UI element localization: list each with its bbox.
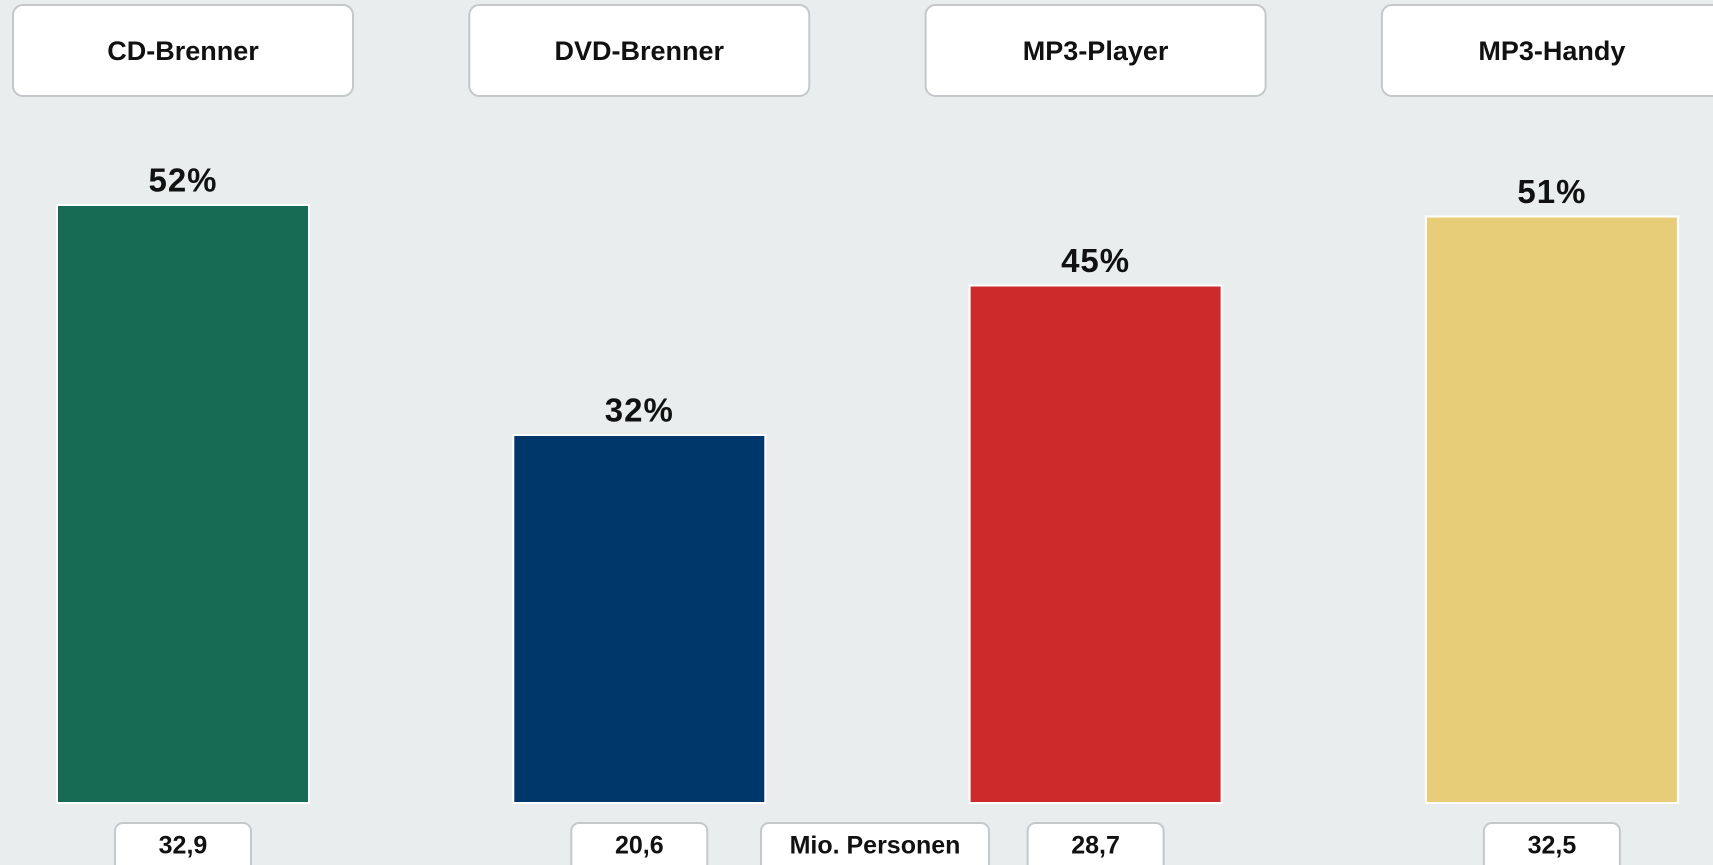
bar — [1424, 215, 1679, 804]
persons-box — [1026, 822, 1165, 865]
persons-label: 32,9 — [159, 832, 208, 860]
bar — [512, 434, 767, 804]
header-box — [468, 4, 811, 97]
header-box — [924, 4, 1267, 97]
persons-box — [1482, 822, 1621, 865]
bar — [968, 284, 1223, 804]
persons-label: 28,7 — [1071, 832, 1120, 860]
header-box — [1380, 4, 1713, 97]
value-label: 32% — [605, 392, 674, 429]
value-label: 51% — [1517, 173, 1586, 210]
category-label: DVD-Brenner — [555, 36, 725, 66]
header-box — [12, 4, 354, 97]
category-label: CD-Brenner — [107, 36, 259, 66]
bar — [56, 204, 310, 804]
category-label: MP3-Player — [1023, 36, 1169, 66]
value-label: 45% — [1061, 242, 1130, 279]
persons-label: 20,6 — [615, 832, 664, 860]
persons-box — [114, 822, 252, 865]
unit-label: Mio. Personen — [790, 832, 961, 860]
value-label: 52% — [148, 162, 217, 199]
persons-label: 32,5 — [1528, 832, 1577, 860]
persons-box — [570, 822, 709, 865]
unit-box — [760, 822, 990, 865]
category-label: MP3-Handy — [1478, 36, 1625, 66]
